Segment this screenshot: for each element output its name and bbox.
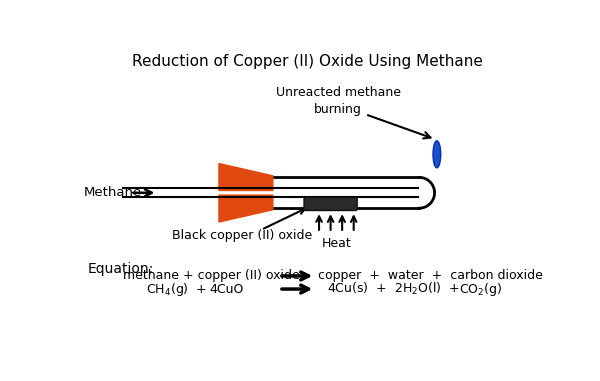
Polygon shape bbox=[219, 163, 273, 190]
FancyBboxPatch shape bbox=[304, 197, 357, 210]
Polygon shape bbox=[219, 195, 273, 222]
Text: Black copper (II) oxide: Black copper (II) oxide bbox=[172, 229, 312, 242]
Text: Methane: Methane bbox=[84, 186, 142, 199]
Text: 4CuO: 4CuO bbox=[209, 283, 244, 296]
Text: Equation:: Equation: bbox=[88, 262, 154, 276]
Text: copper  +  water  +  carbon dioxide: copper + water + carbon dioxide bbox=[318, 269, 543, 282]
Polygon shape bbox=[227, 178, 434, 208]
Text: Reduction of Copper (II) Oxide Using Methane: Reduction of Copper (II) Oxide Using Met… bbox=[132, 54, 483, 69]
Text: 4Cu(s)  +  2H$_2$O(l)  +: 4Cu(s) + 2H$_2$O(l) + bbox=[327, 281, 460, 297]
Text: Unreacted methane
burning: Unreacted methane burning bbox=[276, 86, 401, 116]
Text: Heat: Heat bbox=[322, 237, 351, 250]
Text: CH$_4$(g)  +: CH$_4$(g) + bbox=[146, 280, 207, 298]
Text: CO$_2$(g): CO$_2$(g) bbox=[459, 280, 502, 298]
Text: methane + copper (II) oxide: methane + copper (II) oxide bbox=[123, 269, 299, 282]
Ellipse shape bbox=[433, 141, 441, 168]
